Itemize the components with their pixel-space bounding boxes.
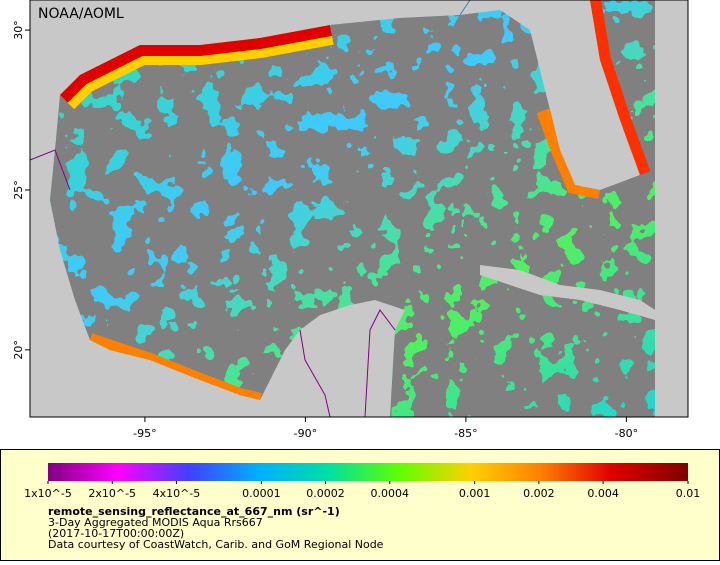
- colorbar-tick-label: 0.0002: [306, 487, 345, 500]
- cuba: [480, 265, 655, 320]
- lon-tick-label: -95°: [133, 427, 156, 440]
- legend-variable: remote_sensing_reflectance_at_667_nm (sr…: [48, 505, 340, 518]
- colorbar-tick-label: 0.004: [587, 487, 619, 500]
- legend-credit: Data courtesy of CoastWatch, Carib. and …: [48, 538, 384, 551]
- colorbar-tick-label: 1x10^-5: [24, 487, 72, 500]
- lon-tick-label: -90°: [294, 427, 317, 440]
- header: NOAA/AOML: [38, 6, 124, 22]
- legend-time: (2017-10-17T00:00:00Z): [48, 527, 184, 540]
- lat-tick-label: 30°: [12, 20, 25, 39]
- colorbar-tick-label: 0.0004: [371, 487, 410, 500]
- colorbar-tick-label: 0.002: [523, 487, 555, 500]
- border: [30, 149, 71, 191]
- lat-tick-label: 25°: [12, 180, 25, 200]
- colorbar-tick-label: 0.01: [676, 487, 701, 500]
- border: [299, 329, 331, 417]
- legend-product: 3-Day Aggregated MODIS Aqua Rrs667: [48, 516, 263, 529]
- colorbar-tick-label: 0.0001: [242, 487, 281, 500]
- bahamas: [660, 170, 688, 215]
- map-frame: [29, 0, 689, 418]
- lon-tick-label: -80°: [615, 427, 638, 440]
- colorbar: [48, 463, 688, 481]
- colorbar-tick-label: 0.001: [459, 487, 491, 500]
- lat-tick-label: 20°: [12, 340, 25, 360]
- river: [459, 0, 471, 16]
- lon-tick-label: -85°: [454, 427, 477, 440]
- colorbar-tick-label: 2x10^-5: [88, 487, 136, 500]
- map-area: NOAA/AOML: [30, 0, 688, 417]
- colorbar-tick-label: 4x10^-5: [153, 487, 201, 500]
- border: [364, 309, 396, 417]
